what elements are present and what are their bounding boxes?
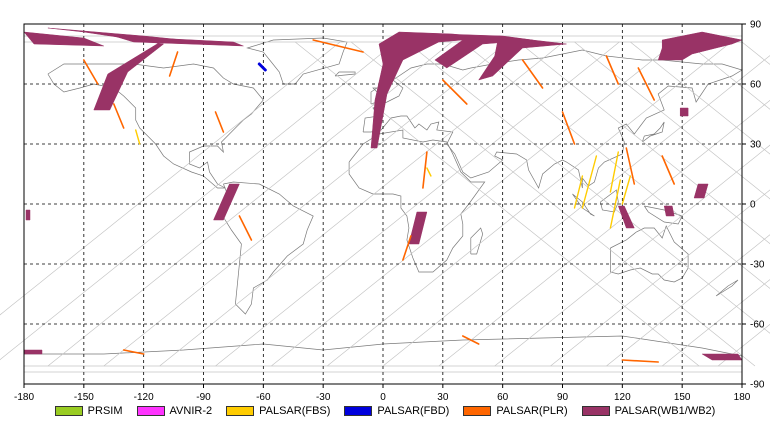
wb-swath bbox=[657, 31, 743, 61]
x-tick-label: 60 bbox=[497, 392, 509, 400]
plr-strip bbox=[83, 59, 99, 85]
y-tick-label: -30 bbox=[750, 260, 765, 271]
plr-strip bbox=[521, 59, 544, 89]
legend-item: PALSAR(FBD) bbox=[344, 405, 449, 417]
fbs-strip bbox=[609, 151, 619, 193]
fbs-strip bbox=[426, 167, 432, 177]
wb-swath bbox=[213, 183, 240, 221]
x-tick-label: -30 bbox=[316, 392, 331, 400]
acquisition-strips bbox=[83, 39, 676, 363]
coastlines bbox=[24, 37, 743, 357]
y-tick-label: 0 bbox=[750, 200, 756, 211]
x-tick-label: 30 bbox=[437, 392, 449, 400]
graticule bbox=[24, 24, 742, 384]
legend-item: AVNIR-2 bbox=[136, 405, 213, 417]
legend-item: PALSAR(FBS) bbox=[226, 405, 330, 417]
legend-label: PALSAR(PLR) bbox=[496, 405, 568, 417]
wb-swath bbox=[25, 209, 31, 221]
plr-strip bbox=[461, 335, 480, 345]
legend-swatch bbox=[581, 406, 610, 416]
plr-strip bbox=[637, 67, 656, 101]
legend-item: PALSAR(PLR) bbox=[463, 405, 568, 417]
plr-strip bbox=[312, 39, 364, 53]
legend-label: PALSAR(FBS) bbox=[259, 405, 331, 417]
fbd-strip bbox=[257, 62, 267, 72]
legend-swatch bbox=[136, 406, 165, 416]
y-tick-label: -60 bbox=[750, 320, 765, 331]
y-tick-label: 60 bbox=[750, 80, 762, 91]
x-tick-label: -60 bbox=[256, 392, 271, 400]
fbs-strip bbox=[134, 129, 141, 145]
coverage-map: -180 -150 -120 -90 -60 -30 0 30 60 90 120 150 180 90 6… bbox=[0, 20, 770, 401]
x-tick-label: -120 bbox=[134, 392, 154, 400]
legend: PRSIM AVNIR-2 PALSAR(FBS) PALSAR(FBD) PALSAR… bbox=[0, 402, 770, 420]
legend-label: PALSAR(FBD) bbox=[377, 405, 450, 417]
wb-swath bbox=[408, 211, 428, 245]
y-tick-label: -90 bbox=[750, 380, 765, 391]
wb-swath bbox=[23, 31, 104, 47]
legend-item: PRSIM bbox=[54, 405, 123, 417]
legend-swatch bbox=[54, 406, 83, 416]
legend-label: PALSAR(WB1/WB2) bbox=[614, 405, 716, 417]
plr-strip bbox=[561, 111, 576, 145]
plr-strip bbox=[605, 55, 620, 85]
plr-strip bbox=[168, 51, 179, 77]
plr-strip bbox=[422, 151, 428, 189]
legend-item: PALSAR(WB1/WB2) bbox=[581, 405, 716, 417]
legend-label: PRSIM bbox=[87, 405, 123, 417]
wb-swath bbox=[23, 349, 43, 355]
legend-label: AVNIR-2 bbox=[169, 405, 213, 417]
fbs-strip bbox=[621, 175, 631, 205]
plr-strip bbox=[621, 359, 660, 363]
x-tick-label: -150 bbox=[74, 392, 94, 400]
legend-swatch bbox=[344, 406, 373, 416]
x-tick-label: 0 bbox=[380, 392, 386, 400]
x-tick-label: 120 bbox=[614, 392, 631, 400]
y-tick-label: 30 bbox=[750, 140, 762, 151]
plr-strip bbox=[214, 111, 225, 133]
y-tick-label: 90 bbox=[750, 20, 762, 31]
plr-strip bbox=[113, 103, 125, 129]
legend-swatch bbox=[463, 406, 492, 416]
wb-swath bbox=[617, 205, 635, 229]
axis-ticks: -180 -150 -120 -90 -60 -30 0 30 60 90 120 150 180 90 6… bbox=[14, 20, 765, 401]
plr-strip bbox=[661, 155, 676, 185]
x-tick-label: -90 bbox=[196, 392, 211, 400]
plr-strip bbox=[402, 235, 412, 261]
plr-strip bbox=[238, 215, 253, 241]
x-tick-label: -180 bbox=[14, 392, 34, 400]
acquisition-swaths bbox=[23, 27, 743, 361]
wb-swath bbox=[693, 183, 709, 199]
fbs-strip bbox=[609, 179, 621, 229]
wb-swath bbox=[663, 205, 675, 217]
x-tick-label: 150 bbox=[674, 392, 691, 400]
wb-swath bbox=[113, 35, 244, 47]
fbs-strip bbox=[573, 175, 584, 209]
x-tick-label: 90 bbox=[557, 392, 569, 400]
plr-strip bbox=[122, 349, 145, 355]
plr-strip bbox=[441, 79, 468, 105]
plr-strip bbox=[625, 147, 636, 185]
legend-swatch bbox=[226, 406, 255, 416]
x-tick-label: 180 bbox=[734, 392, 751, 400]
wb-swath bbox=[478, 35, 567, 81]
wb-swath bbox=[679, 107, 689, 117]
wb-swath bbox=[434, 33, 533, 69]
fbs-strip bbox=[581, 155, 598, 209]
